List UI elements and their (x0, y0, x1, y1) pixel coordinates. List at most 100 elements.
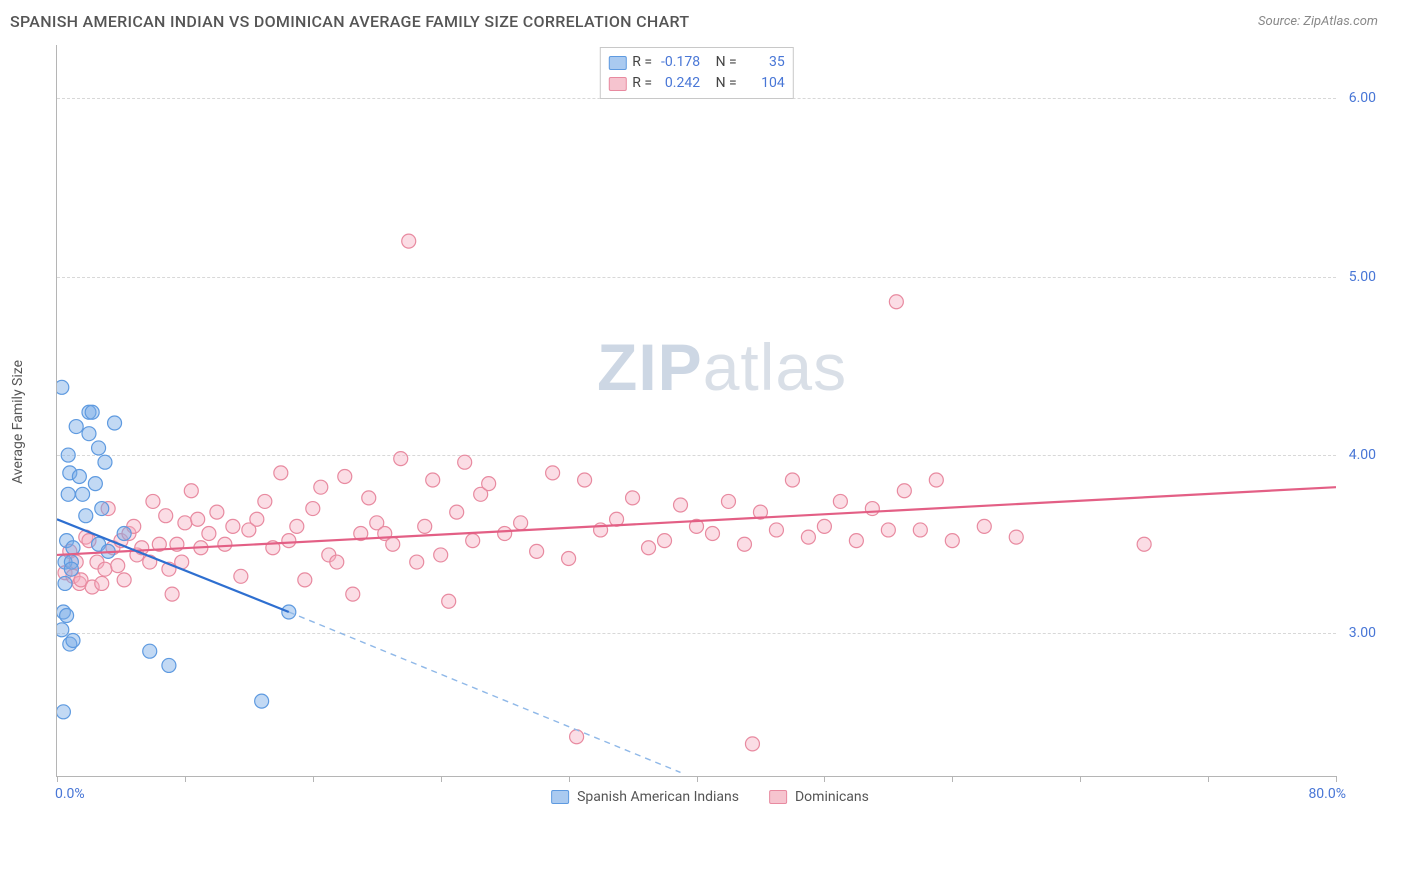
data-point-pink (330, 555, 344, 569)
data-point-pink (913, 523, 927, 537)
data-point-pink (769, 523, 783, 537)
data-point-pink (178, 516, 192, 530)
data-point-blue (57, 705, 70, 719)
data-point-pink (817, 519, 831, 533)
data-point-pink (338, 469, 352, 483)
data-point-pink (111, 559, 125, 573)
data-point-blue (92, 441, 106, 455)
data-point-pink (184, 484, 198, 498)
data-point-blue (108, 416, 122, 430)
data-point-pink (159, 509, 173, 523)
data-point-pink (250, 512, 264, 526)
data-point-pink (721, 494, 735, 508)
stats-legend-row: R = 0.242 N = 104 (608, 73, 784, 94)
data-point-blue (64, 562, 78, 576)
data-point-pink (434, 548, 448, 562)
data-point-pink (642, 541, 656, 555)
x-tick (1336, 776, 1337, 782)
r-label: R = (632, 52, 652, 73)
legend-swatch-blue (608, 56, 626, 70)
x-tick (1080, 776, 1081, 782)
data-point-pink (674, 498, 688, 512)
data-point-pink (202, 527, 216, 541)
data-point-blue (162, 658, 176, 672)
data-point-pink (362, 491, 376, 505)
data-point-pink (889, 295, 903, 309)
data-point-pink (1137, 537, 1151, 551)
data-point-pink (570, 730, 584, 744)
scatter-svg (57, 45, 1336, 776)
data-point-pink (234, 569, 248, 583)
chart-title: SPANISH AMERICAN INDIAN VS DOMINICAN AVE… (10, 12, 689, 31)
data-point-pink (442, 594, 456, 608)
data-point-pink (833, 494, 847, 508)
x-tick (57, 776, 58, 782)
data-point-pink (418, 519, 432, 533)
data-point-blue (57, 380, 69, 394)
legend-label: Spanish American Indians (577, 789, 739, 805)
data-point-pink (298, 573, 312, 587)
data-point-blue (82, 427, 96, 441)
data-point-pink (226, 519, 240, 533)
n-label: N = (716, 52, 737, 73)
data-point-pink (450, 505, 464, 519)
data-point-pink (210, 505, 224, 519)
legend-swatch-pink (608, 77, 626, 91)
data-point-blue (79, 509, 93, 523)
data-point-pink (498, 527, 512, 541)
data-point-blue (57, 623, 69, 637)
legend-label: Dominicans (795, 789, 869, 805)
n-label: N = (716, 73, 737, 94)
data-point-blue (60, 609, 74, 623)
data-point-pink (394, 452, 408, 466)
chart-container: Average Family Size ZIPatlas R = -0.178 … (42, 37, 1378, 807)
data-point-blue (61, 448, 75, 462)
r-value: -0.178 (658, 52, 700, 73)
data-point-blue (117, 527, 131, 541)
y-tick-label: 6.00 (1349, 90, 1376, 106)
stats-legend-row: R = -0.178 N = 35 (608, 52, 784, 73)
data-point-pink (945, 534, 959, 548)
data-point-pink (737, 537, 751, 551)
n-value: 104 (743, 73, 785, 94)
data-point-pink (745, 737, 759, 751)
n-value: 35 (743, 52, 785, 73)
y-tick-label: 4.00 (1349, 447, 1376, 463)
data-point-blue (85, 405, 99, 419)
data-point-pink (146, 494, 160, 508)
r-value: 0.242 (658, 73, 700, 94)
data-point-pink (546, 466, 560, 480)
data-point-pink (290, 519, 304, 533)
data-point-pink (218, 537, 232, 551)
data-point-blue (61, 487, 75, 501)
data-point-pink (95, 576, 109, 590)
data-point-blue (76, 487, 90, 501)
data-point-blue (69, 420, 83, 434)
x-tick (441, 776, 442, 782)
data-point-pink (466, 534, 480, 548)
data-point-pink (314, 480, 328, 494)
legend-swatch-pink (769, 790, 787, 804)
x-tick (1208, 776, 1209, 782)
plot-area: ZIPatlas R = -0.178 N = 35 R = 0.242 N =… (56, 45, 1336, 777)
data-point-pink (426, 473, 440, 487)
legend-swatch-blue (551, 790, 569, 804)
x-tick (569, 776, 570, 782)
data-point-pink (849, 534, 863, 548)
data-point-pink (306, 502, 320, 516)
data-point-pink (165, 587, 179, 601)
data-point-pink (282, 534, 296, 548)
data-point-blue (95, 502, 109, 516)
data-point-pink (402, 234, 416, 248)
source-attribution: Source: ZipAtlas.com (1258, 14, 1378, 29)
trend-line (289, 612, 681, 772)
data-point-pink (626, 491, 640, 505)
data-point-pink (801, 530, 815, 544)
x-tick (824, 776, 825, 782)
data-point-pink (705, 527, 719, 541)
stats-legend: R = -0.178 N = 35 R = 0.242 N = 104 (599, 47, 793, 99)
data-point-pink (410, 555, 424, 569)
data-point-pink (482, 477, 496, 491)
legend-item: Dominicans (769, 789, 869, 805)
bottom-legend: Spanish American Indians Dominicans (551, 789, 869, 805)
